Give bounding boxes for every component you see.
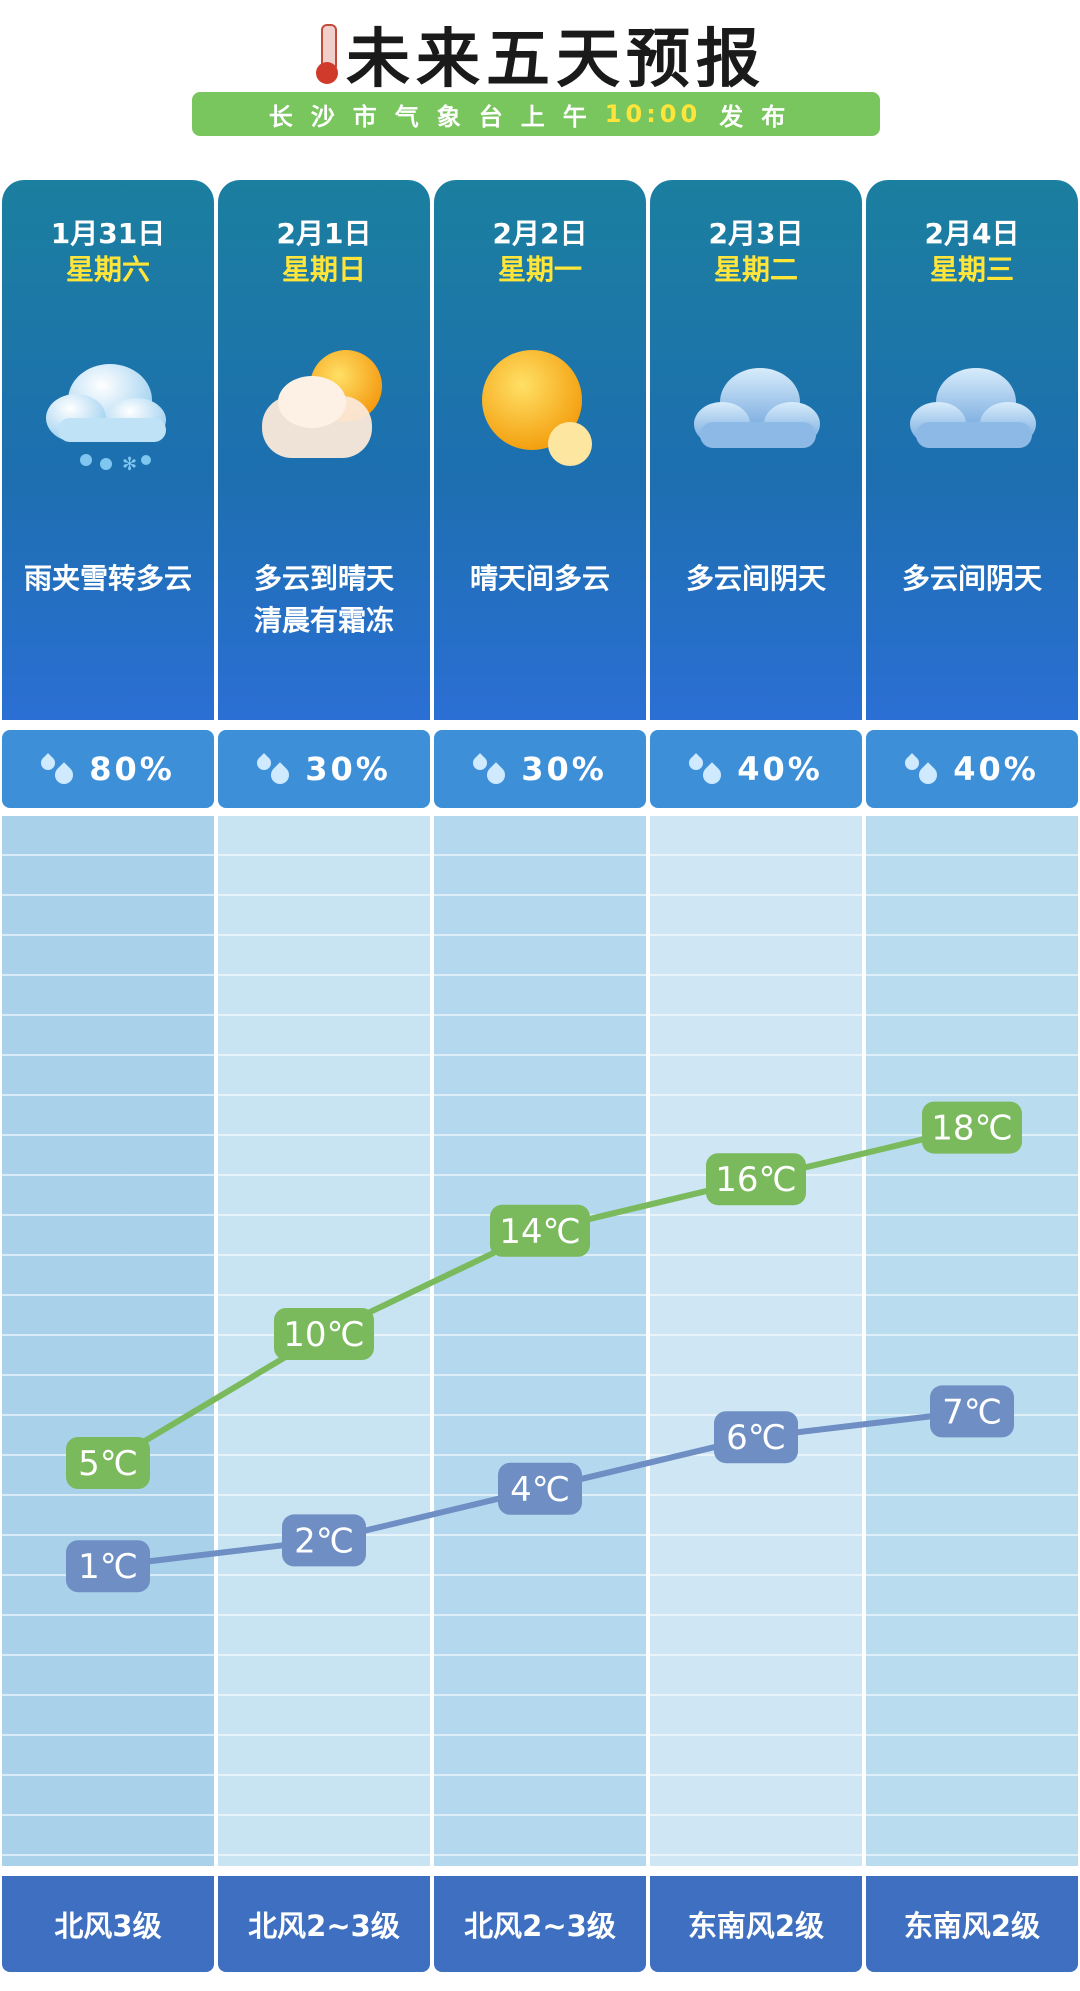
day-date: 2月1日 — [276, 217, 372, 250]
day-weather: 多云间阴天 — [866, 558, 1078, 600]
day-weekday: 星期三 — [929, 253, 1014, 286]
raindrop-icon — [38, 752, 77, 788]
weather-line-1: 多云间阴天 — [901, 562, 1042, 595]
header: 未来五天预报 长沙市气象台上午 10:00 发布 — [0, 0, 1080, 170]
page-title: 未来五天预报 — [314, 8, 766, 100]
chart-background — [866, 816, 1078, 1866]
raindrop-icon — [470, 752, 509, 788]
precip-badge: 30% — [218, 730, 430, 808]
weather-line-1: 多云间阴天 — [685, 562, 826, 595]
chart-background — [218, 816, 430, 1866]
day-weekday: 星期二 — [713, 253, 798, 286]
weather-line-1: 多云到晴天 — [253, 562, 394, 595]
day-weather: 多云到晴天 清晨有霜冻 — [218, 558, 430, 642]
day-column: 2月3日 星期二 多云间阴天 40% 东南风2级 — [650, 180, 862, 1980]
svg-text:✻: ✻ — [122, 454, 137, 475]
wind-label: 东南风2级 — [650, 1876, 862, 1972]
overcast-cloud-icon — [686, 340, 826, 480]
day-weather: 多云间阴天 — [650, 558, 862, 600]
thermometer-icon — [314, 22, 340, 86]
precip-badge: 40% — [866, 730, 1078, 808]
day-column: 1月31日 星期六 ✻ 雨夹雪转多云 80% 北风3级 — [2, 180, 214, 1980]
day-weather: 雨夹雪转多云 — [2, 558, 214, 600]
day-card: 2月4日 星期三 多云间阴天 — [866, 180, 1078, 720]
precip-badge: 80% — [2, 730, 214, 808]
day-card: 2月2日 星期一 晴天间多云 — [434, 180, 646, 720]
overcast-cloud-icon — [902, 340, 1042, 480]
day-card: 2月3日 星期二 多云间阴天 — [650, 180, 862, 720]
weather-line-2: 清晨有霜冻 — [253, 604, 394, 637]
day-date: 2月4日 — [924, 217, 1020, 250]
day-date: 2月3日 — [708, 217, 804, 250]
publisher-text: 长沙市气象台上午 — [268, 102, 605, 131]
precip-value: 30% — [521, 750, 607, 788]
precip-value: 30% — [305, 750, 391, 788]
cloud-sun-icon — [254, 340, 394, 480]
wind-label: 北风2~3级 — [218, 1876, 430, 1972]
precip-badge: 30% — [434, 730, 646, 808]
weather-line-1: 雨夹雪转多云 — [23, 562, 192, 595]
sun-icon — [470, 340, 610, 480]
chart-background — [650, 816, 862, 1866]
precip-value: 40% — [953, 750, 1039, 788]
day-column: 2月1日 星期日 多云到晴天 清晨有霜冻 30% 北风2~3级 — [218, 180, 430, 1980]
day-date: 2月2日 — [492, 217, 588, 250]
day-date: 1月31日 — [50, 217, 166, 250]
chart-background — [434, 816, 646, 1866]
day-card: 2月1日 星期日 多云到晴天 清晨有霜冻 — [218, 180, 430, 720]
precip-value: 80% — [89, 750, 175, 788]
raindrop-icon — [254, 752, 293, 788]
day-column: 2月4日 星期三 多云间阴天 40% 东南风2级 — [866, 180, 1078, 1980]
day-weekday: 星期六 — [65, 253, 150, 286]
publish-banner: 长沙市气象台上午 10:00 发布 — [192, 92, 880, 136]
rain-snow-cloud-icon: ✻ — [38, 340, 178, 480]
title-text: 未来五天预报 — [346, 23, 766, 97]
publish-time: 10:00 — [604, 100, 702, 128]
release-text: 发布 — [719, 102, 804, 131]
wind-label: 北风2~3级 — [434, 1876, 646, 1972]
day-weather: 晴天间多云 — [434, 558, 646, 600]
day-column: 2月2日 星期一 晴天间多云 30% 北风2~3级 — [434, 180, 646, 1980]
day-weekday: 星期日 — [281, 253, 366, 286]
raindrop-icon — [902, 752, 941, 788]
day-card: 1月31日 星期六 ✻ 雨夹雪转多云 — [2, 180, 214, 720]
raindrop-icon — [686, 752, 725, 788]
day-weekday: 星期一 — [497, 253, 582, 286]
chart-background — [2, 816, 214, 1866]
precip-value: 40% — [737, 750, 823, 788]
precip-badge: 40% — [650, 730, 862, 808]
wind-label: 北风3级 — [2, 1876, 214, 1972]
weather-line-1: 晴天间多云 — [469, 562, 610, 595]
wind-label: 东南风2级 — [866, 1876, 1078, 1972]
